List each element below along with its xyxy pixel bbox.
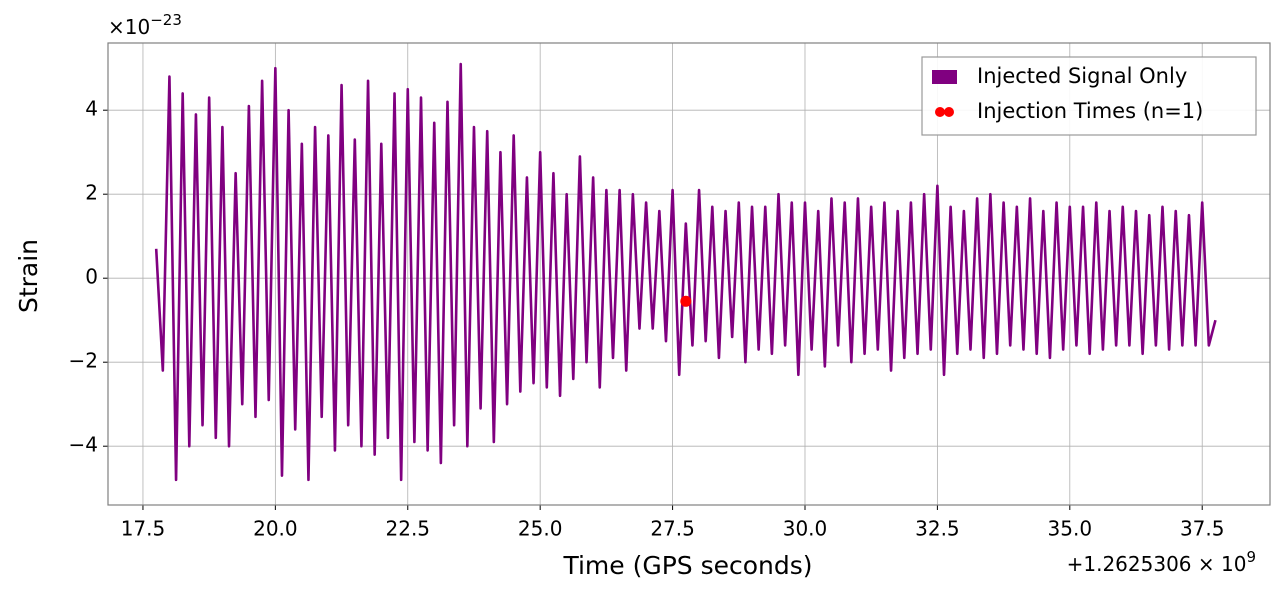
x-axis-label: Time (GPS seconds): [562, 551, 812, 580]
x-tick-label: 27.5: [650, 517, 695, 541]
x-tick-label: 25.0: [518, 517, 563, 541]
injection-point: [680, 295, 692, 307]
x-offset-exponent: 9: [1246, 548, 1256, 566]
legend-label: Injected Signal Only: [977, 64, 1187, 88]
legend-frame: [921, 56, 1257, 136]
legend: Injected Signal Only Injection Times (n=1…: [921, 56, 1257, 136]
y-tick-label: −4: [69, 433, 98, 457]
y-tick-label: −2: [69, 349, 98, 373]
legend-swatch: [932, 70, 957, 84]
y-tick-label: 0: [85, 265, 98, 289]
legend-marker: [935, 107, 945, 117]
y-tick-label: 2: [85, 181, 98, 205]
legend-marker: [944, 107, 954, 117]
x-tick-label: 20.0: [253, 517, 298, 541]
y-scale-base: ×10: [108, 15, 150, 39]
x-tick-label: 30.0: [783, 517, 828, 541]
x-tick-label: 37.5: [1180, 517, 1225, 541]
legend-label: Injection Times (n=1): [977, 99, 1203, 123]
x-offset-base: +1.2625306 × 10: [1067, 552, 1247, 576]
y-scale-text: ×10−23: [108, 11, 182, 39]
x-tick-label: 32.5: [915, 517, 960, 541]
y-scale-exponent: −23: [150, 11, 182, 29]
x-tick-label: 17.5: [121, 517, 166, 541]
signal-line: [154, 62, 1217, 482]
x-tick-label: 35.0: [1048, 517, 1093, 541]
plot-frame: [107, 42, 1271, 506]
x-offset-text: +1.2625306 × 109: [1067, 548, 1256, 576]
y-axis-label: Strain: [14, 239, 43, 313]
y-tick-label: 4: [85, 97, 98, 121]
x-tick-label: 22.5: [386, 517, 431, 541]
